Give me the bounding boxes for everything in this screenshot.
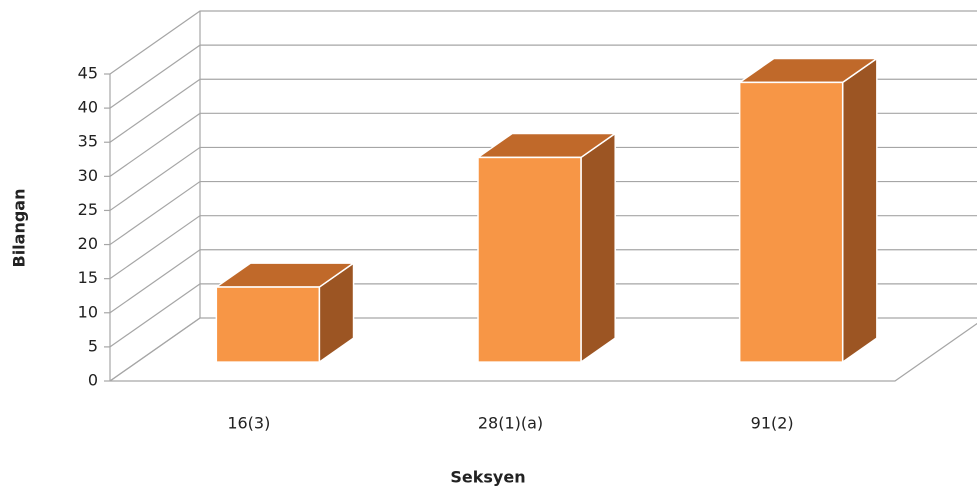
y-tick-label: 10 [78,302,98,321]
grid-line [109,215,977,280]
y-tick-label: 40 [78,98,98,117]
grid-line [109,78,977,143]
bar [737,57,880,364]
y-tick-label: 5 [88,336,98,355]
grid-line [109,10,977,75]
y-tick-label: 35 [78,132,98,151]
bar-front [215,286,321,363]
grid-line [109,180,977,246]
bar-side [841,57,878,364]
y-tick-label: 20 [78,234,98,253]
bar-side [580,132,616,364]
bar [475,132,618,364]
y-tick-label: 15 [78,268,98,287]
bar-front [477,156,582,363]
x-tick-label: 28(1)(a) [478,414,543,433]
grid-line [109,112,977,177]
y-tick-label: 45 [78,64,98,83]
grid-line [109,317,977,382]
y-tick-label: 30 [78,166,98,185]
y-tick-label: 25 [78,200,98,219]
y-tick-label: 0 [88,371,98,390]
grid-line [109,283,977,348]
grid-line [109,44,977,109]
y-axis-title: Bilangan [10,189,29,268]
x-tick-label: 91(2) [751,414,794,433]
grid-line [109,146,977,211]
x-tick-label: 16(3) [227,414,270,433]
bar [213,261,356,364]
bar-front [738,81,844,363]
x-axis-title: Seksyen [450,468,525,487]
grid-line [109,249,977,314]
